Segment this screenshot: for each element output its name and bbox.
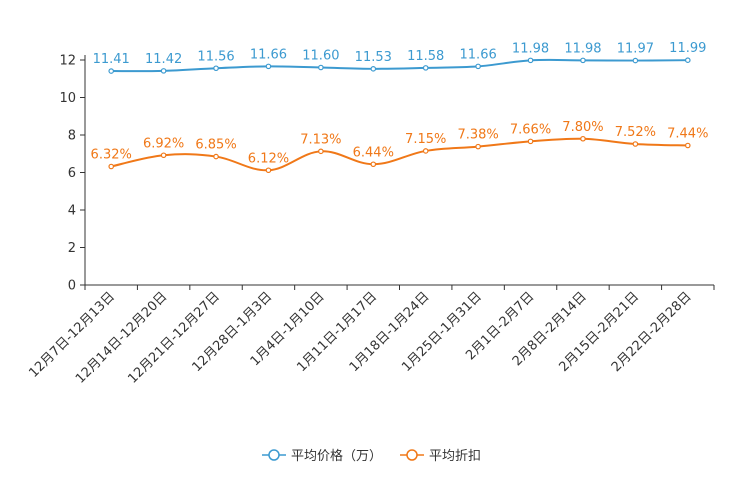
series-1-point (684, 142, 691, 149)
series-1-point (527, 138, 534, 145)
series-0-point (265, 63, 272, 70)
data-label: 7.13% (300, 132, 341, 147)
series-lines (108, 57, 691, 174)
y-tick-label: 6 (68, 166, 76, 181)
data-label: 7.66% (510, 122, 551, 137)
series-0-point (213, 65, 219, 72)
data-label: 11.66 (460, 47, 497, 62)
data-label: 11.66 (250, 47, 287, 62)
legend[interactable]: 平均价格（万） 平均折扣 (262, 448, 481, 464)
data-label: 11.97 (617, 42, 654, 57)
data-label: 7.80% (562, 120, 603, 135)
y-tick-label: 2 (68, 241, 76, 256)
data-label: 7.38% (457, 128, 498, 143)
legend-item-0[interactable]: 平均价格（万） (262, 448, 382, 464)
series-1-point (318, 148, 324, 155)
data-label: 11.99 (669, 41, 706, 56)
series-0-point (160, 68, 167, 74)
data-label: 7.15% (405, 132, 446, 147)
data-label: 11.98 (512, 41, 549, 56)
legend-item-1[interactable]: 平均折扣 (400, 449, 481, 464)
series-1-point (370, 161, 377, 168)
series-line-1 (110, 137, 688, 172)
series-1-point (475, 143, 481, 150)
series-1-point (422, 148, 429, 154)
y-tick-label: 4 (68, 204, 76, 219)
y-tick-label: 10 (59, 91, 76, 106)
data-label: 11.41 (93, 52, 130, 67)
series-1-point (160, 152, 167, 159)
x-category-label: 12月21日-12月27日 (125, 289, 222, 386)
series-1-point (580, 135, 586, 142)
y-tick-label: 8 (68, 129, 76, 144)
axes: 0 2 4 6 8 10 12 12月7日-12月13日12月14日-12月20日12月21日… (26, 54, 715, 387)
legend-label: 平均折扣 (429, 449, 481, 464)
data-label: 11.98 (564, 41, 601, 56)
data-label: 7.52% (615, 125, 656, 140)
data-label: 6.85% (195, 138, 236, 153)
series-0-point (580, 57, 586, 64)
series-0-point (475, 63, 481, 70)
legend-marker-icon (268, 449, 280, 461)
data-label: 6.92% (143, 136, 184, 151)
series-line-0 (111, 58, 688, 73)
series-0-point (684, 57, 691, 63)
data-label: 6.12% (248, 151, 289, 166)
legend-label: 平均价格（万） (291, 448, 382, 464)
series-0-point (108, 68, 115, 74)
series-0-point (370, 66, 377, 72)
series-1-point (632, 141, 639, 147)
data-label: 6.44% (353, 145, 394, 160)
series-0-point (632, 57, 639, 64)
data-label: 6.32% (91, 148, 132, 163)
data-labels: 11.41 11.42 11.56 11.66 11.60 11.53 11.58 11.66… (91, 41, 709, 166)
data-label: 11.53 (355, 50, 392, 65)
y-tick-label: 0 (68, 279, 76, 294)
x-category-label: 12月7日-12月13日 (26, 289, 118, 381)
x-category-label: 12月14日-12月20日 (73, 289, 170, 386)
data-label: 11.60 (302, 49, 339, 64)
series-1-point (108, 163, 115, 170)
legend-marker-icon (406, 449, 418, 461)
data-label: 11.42 (145, 52, 182, 67)
data-label: 11.56 (197, 49, 234, 64)
series-1-point (213, 153, 219, 160)
series-0-point (422, 65, 429, 71)
data-label: 11.58 (407, 49, 444, 64)
y-tick-label: 12 (59, 54, 76, 69)
series-0-point (318, 64, 324, 71)
series-0-point (527, 57, 534, 64)
data-label: 7.44% (667, 127, 708, 142)
series-1-point (265, 167, 272, 174)
